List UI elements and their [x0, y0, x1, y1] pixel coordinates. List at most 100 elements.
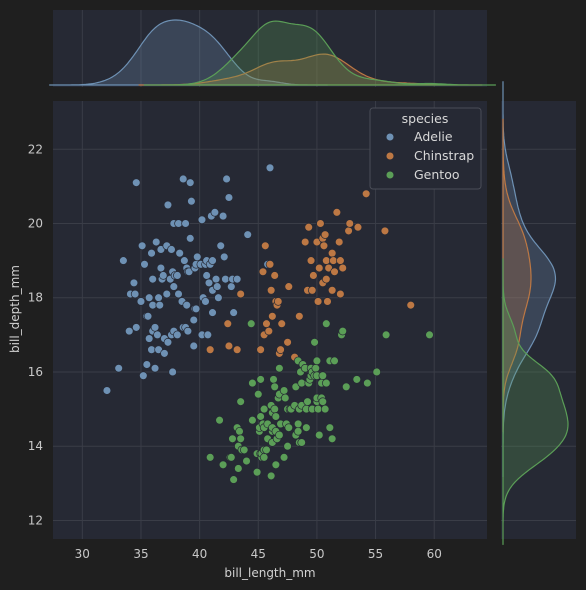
point-gentoo [284, 423, 294, 432]
point-gentoo [313, 404, 323, 414]
scatter-points [102, 163, 434, 484]
point-adelie [204, 278, 214, 288]
point-gentoo [425, 330, 434, 340]
point-chinstrap [224, 341, 234, 351]
x-tick-label: 55 [368, 547, 383, 561]
point-gentoo [262, 445, 271, 455]
point-chinstrap [268, 312, 277, 321]
point-chinstrap [336, 256, 345, 265]
point-chinstrap [236, 289, 245, 299]
point-chinstrap [322, 274, 331, 284]
point-adelie [150, 323, 160, 332]
point-gentoo [280, 393, 290, 403]
point-chinstrap [327, 248, 337, 258]
point-chinstrap [330, 267, 339, 276]
point-adelie [119, 256, 128, 265]
point-chinstrap [323, 297, 332, 306]
point-adelie [187, 196, 196, 206]
point-chinstrap [270, 271, 279, 280]
point-gentoo [218, 460, 228, 470]
point-gentoo [234, 464, 243, 473]
point-gentoo [318, 397, 328, 406]
point-adelie [153, 330, 162, 340]
point-chinstrap [320, 230, 330, 239]
point-chinstrap [315, 263, 324, 273]
point-gentoo [341, 382, 351, 392]
legend-label-adelie: Adelie [414, 129, 453, 144]
point-chinstrap [256, 345, 265, 354]
point-gentoo [325, 423, 335, 432]
point-chinstrap [273, 297, 283, 306]
point-chinstrap [300, 237, 310, 247]
point-adelie [232, 274, 242, 284]
right-marginal-kde [502, 81, 569, 545]
point-chinstrap [284, 282, 294, 291]
right-marginal-panel [501, 101, 576, 539]
point-adelie [148, 300, 157, 310]
point-adelie [140, 260, 149, 269]
point-gentoo [381, 330, 391, 340]
point-gentoo [254, 389, 263, 399]
point-gentoo [256, 375, 265, 384]
point-adelie [160, 349, 169, 358]
point-chinstrap [336, 289, 345, 299]
point-chinstrap [345, 219, 355, 228]
point-chinstrap [327, 286, 337, 295]
point-adelie [201, 297, 210, 306]
point-adelie [175, 248, 184, 258]
point-adelie [156, 263, 166, 273]
point-gentoo [271, 412, 281, 421]
point-gentoo [283, 441, 292, 451]
x-tick-label: 35 [133, 547, 148, 561]
point-adelie [189, 341, 199, 351]
point-adelie [181, 219, 190, 228]
point-gentoo [215, 415, 224, 425]
point-gentoo [310, 338, 319, 347]
point-adelie [197, 215, 207, 225]
point-gentoo [270, 404, 279, 414]
point-adelie [208, 308, 217, 317]
point-gentoo [266, 471, 276, 481]
point-gentoo [363, 378, 372, 388]
point-gentoo [259, 453, 269, 462]
point-adelie [265, 163, 275, 173]
point-gentoo [246, 319, 256, 328]
point-chinstrap [223, 319, 233, 328]
y-tick-label: 16 [28, 365, 43, 379]
point-adelie [163, 338, 173, 347]
point-gentoo [297, 438, 306, 447]
point-chinstrap [338, 263, 347, 273]
point-gentoo [315, 430, 324, 440]
point-gentoo [269, 375, 278, 384]
point-adelie [137, 241, 147, 251]
point-gentoo [271, 460, 281, 470]
point-adelie [148, 274, 157, 284]
point-gentoo [320, 404, 330, 414]
point-adelie [193, 252, 202, 262]
point-chinstrap [380, 226, 390, 236]
point-adelie [180, 256, 189, 265]
point-chinstrap [316, 219, 325, 228]
point-adelie [132, 323, 141, 332]
point-chinstrap [304, 222, 313, 232]
legend-box [369, 107, 482, 190]
point-chinstrap [232, 345, 242, 354]
point-adelie [211, 274, 221, 284]
point-adelie [114, 364, 123, 373]
top-marginal-gridlines [81, 10, 435, 87]
legend-label-gentoo: Gentoo [414, 167, 460, 182]
point-adelie [173, 330, 182, 340]
y-tick-label: 18 [28, 291, 43, 305]
point-gentoo [372, 367, 381, 377]
point-adelie [212, 282, 222, 291]
top-marginal-panel [53, 10, 487, 87]
point-adelie [243, 230, 252, 239]
point-adelie [185, 178, 195, 187]
point-gentoo [228, 434, 237, 444]
point-adelie [216, 241, 225, 251]
point-adelie [168, 367, 177, 377]
point-adelie [208, 256, 217, 265]
legend-marker-gentoo [385, 170, 395, 180]
point-adelie [139, 371, 148, 380]
